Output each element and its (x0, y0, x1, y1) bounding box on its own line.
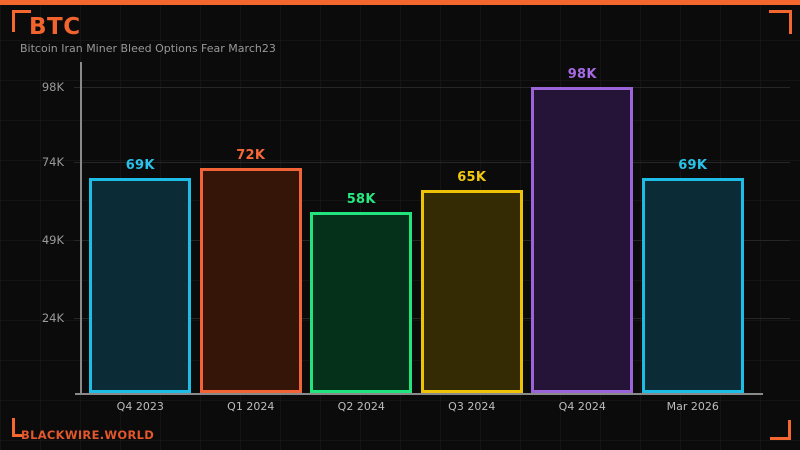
bar-value-label: 65K (457, 170, 487, 185)
x-category-label: Q4 2023 (116, 400, 164, 413)
corner-bracket-top-left (12, 10, 31, 32)
y-axis-line (80, 62, 82, 395)
x-category-label: Q4 2024 (558, 400, 606, 413)
y-tick-label: 49K (41, 233, 64, 248)
gridline (74, 87, 790, 89)
gridline (74, 162, 790, 164)
corner-bracket-bottom-left (12, 418, 23, 437)
bar-value-label: 58K (346, 192, 376, 207)
x-axis-category-labels: Q4 2023 Q1 2024 Q2 2024 Q3 2024 Q4 2024 Mar 2… (85, 400, 748, 413)
bar (420, 190, 523, 393)
x-category-label: Mar 2026 (666, 400, 719, 413)
bars-layer: 69K 72K 58K 65K 98K 69K (85, 62, 748, 393)
bar-group: 65K (417, 62, 528, 393)
y-tick-label: 74K (41, 155, 64, 170)
corner-bracket-bottom-right (770, 420, 791, 440)
bar-group: 98K (527, 62, 638, 393)
x-category-label: Q3 2024 (448, 400, 496, 413)
brand-footer: BLACKWIRE.WORLD (21, 428, 155, 442)
top-accent-bar (0, 0, 800, 5)
bar-group: 72K (196, 62, 307, 393)
bar-value-label: 69K (678, 158, 708, 173)
bar (310, 212, 413, 393)
bar (89, 178, 192, 393)
x-category-label: Q2 2024 (337, 400, 385, 413)
corner-bracket-top-right (769, 10, 792, 34)
bar-value-label: 98K (567, 67, 597, 82)
bar-group: 58K (306, 62, 417, 393)
bar-group: 69K (85, 62, 196, 393)
y-tick-label: 98K (41, 80, 64, 95)
y-tick-label: 24K (41, 311, 64, 326)
bar-value-label: 69K (125, 158, 155, 173)
page-subtitle: Bitcoin Iran Miner Bleed Options Fear Ma… (20, 42, 276, 55)
bar-value-label: 72K (236, 148, 266, 163)
bar (199, 168, 302, 393)
bar (531, 87, 634, 393)
x-axis-line (75, 393, 763, 395)
x-category-label: Q1 2024 (227, 400, 275, 413)
bar-group: 69K (638, 62, 749, 393)
page-title: BTC (29, 14, 81, 40)
bar (641, 178, 744, 393)
